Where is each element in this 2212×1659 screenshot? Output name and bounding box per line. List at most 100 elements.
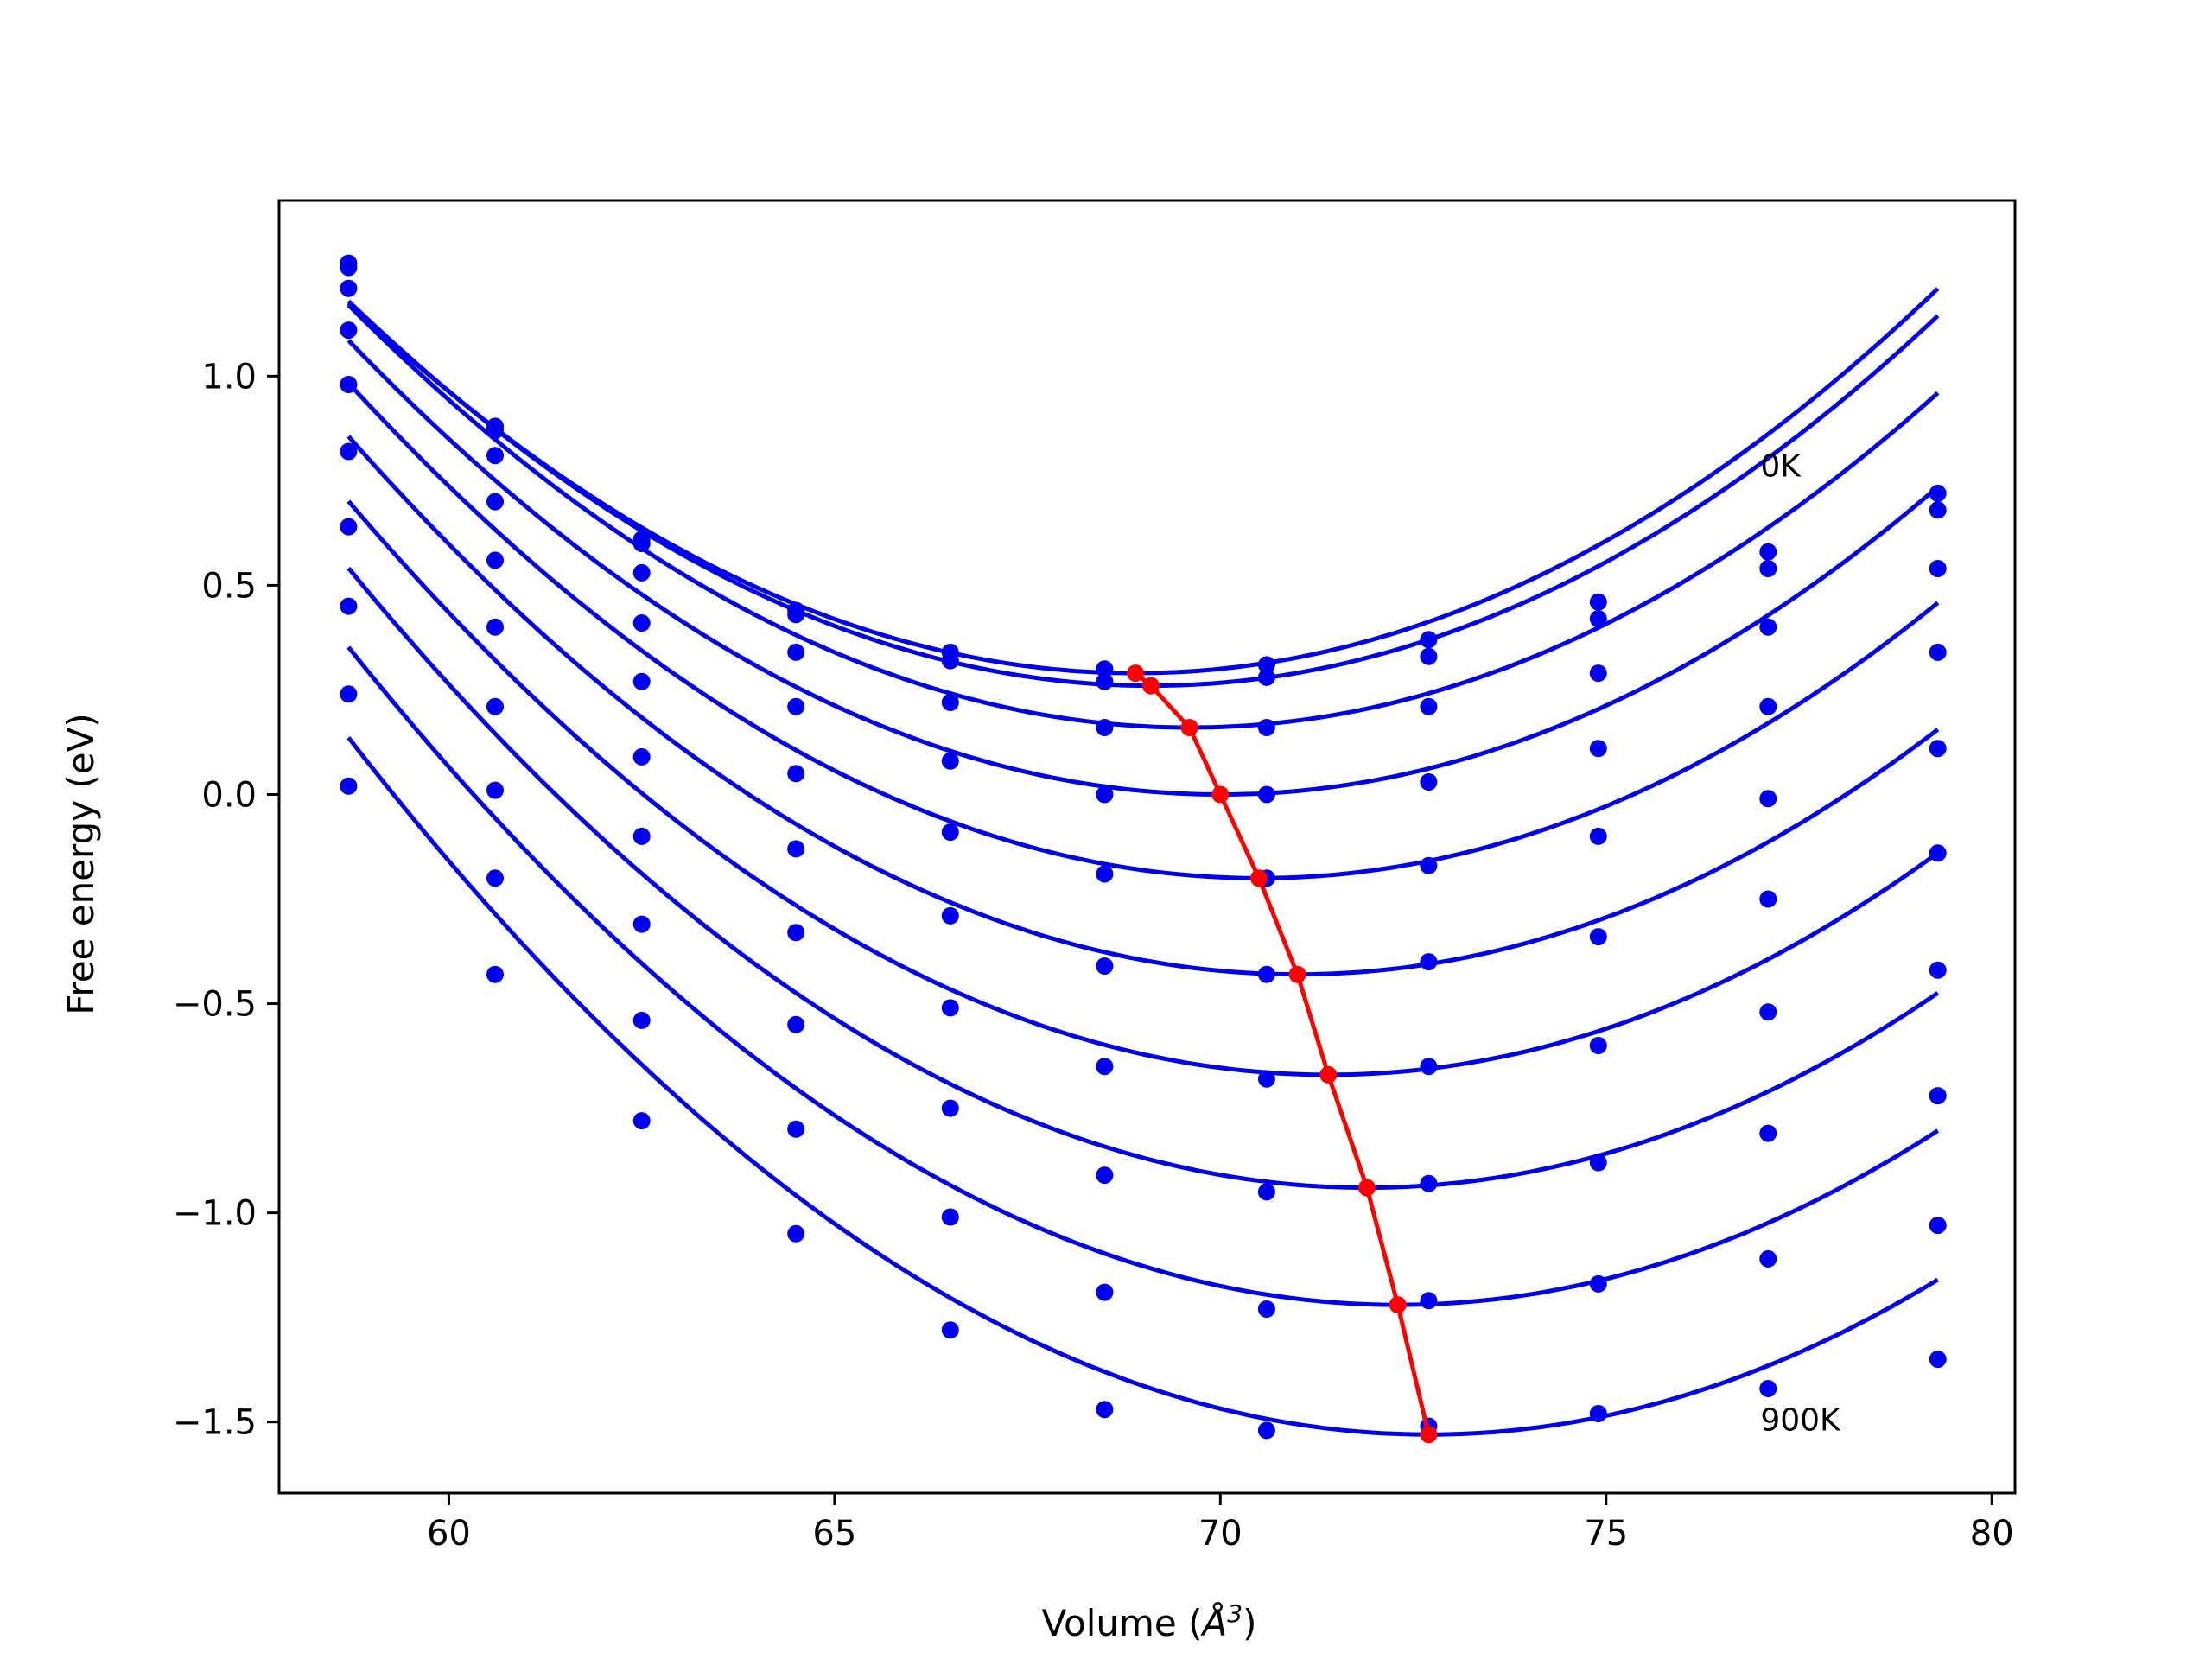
data-point-100K-9 — [1759, 560, 1777, 577]
data-point-0K-10 — [1929, 484, 1947, 502]
data-point-100K-7 — [1420, 647, 1438, 665]
data-point-100K-5 — [1096, 672, 1114, 690]
data-point-300K-3 — [787, 697, 805, 715]
data-point-800K-9 — [1759, 1249, 1777, 1268]
minimum-point-4 — [1250, 869, 1268, 887]
data-point-0K-8 — [1589, 593, 1607, 611]
y-tick-label-1: 0.5 — [201, 566, 257, 606]
minimum-point-0 — [1127, 664, 1145, 683]
minima-line-group — [1127, 664, 1438, 1444]
data-point-100K-1 — [486, 422, 504, 440]
y-axis-label: Free energy (eV) — [60, 713, 102, 1015]
minimum-point-6 — [1319, 1065, 1338, 1084]
x-axis-label-close: ) — [1243, 1602, 1256, 1644]
y-tick-label-5: −1.5 — [173, 1403, 257, 1443]
data-point-600K-8 — [1589, 1037, 1607, 1054]
data-point-500K-3 — [787, 840, 805, 858]
data-point-400K-2 — [632, 672, 651, 690]
data-point-200K-8 — [1589, 664, 1607, 683]
minimum-point-7 — [1358, 1179, 1376, 1197]
annotation-900k: 900K — [1760, 1402, 1841, 1438]
data-point-700K-0 — [340, 597, 358, 615]
data-point-200K-7 — [1420, 697, 1438, 715]
data-point-700K-2 — [632, 915, 651, 933]
data-point-200K-9 — [1759, 618, 1777, 636]
x-tick-label-0: 60 — [427, 1514, 471, 1554]
data-point-700K-9 — [1759, 1124, 1777, 1142]
data-point-800K-5 — [1096, 1283, 1114, 1301]
data-point-400K-9 — [1759, 790, 1777, 808]
data-point-200K-0 — [340, 279, 358, 297]
data-point-300K-6 — [1257, 785, 1275, 804]
annotations: 0K 900K — [1760, 449, 1841, 1439]
data-point-200K-6 — [1257, 719, 1275, 736]
data-point-900K-9 — [1759, 1380, 1777, 1397]
data-point-600K-7 — [1420, 1058, 1438, 1076]
data-point-400K-10 — [1929, 740, 1947, 758]
data-points — [340, 254, 1947, 1440]
data-point-400K-7 — [1420, 856, 1438, 874]
y-tick-label-0: 1.0 — [201, 357, 257, 397]
data-point-800K-4 — [941, 1208, 959, 1226]
data-point-900K-0 — [340, 777, 358, 795]
fit-curve-200K — [346, 303, 1940, 730]
data-point-700K-4 — [941, 1099, 959, 1117]
data-point-400K-1 — [486, 551, 504, 569]
fit-curve-0K — [346, 287, 1940, 676]
fit-curves — [346, 287, 1940, 1437]
data-point-600K-6 — [1257, 1070, 1275, 1088]
data-point-500K-1 — [486, 618, 504, 636]
data-point-600K-2 — [632, 827, 651, 845]
annotation-0k: 0K — [1760, 449, 1802, 485]
data-point-400K-4 — [941, 823, 959, 842]
data-point-300K-7 — [1420, 773, 1438, 791]
minimum-point-3 — [1211, 785, 1230, 804]
minima-line — [1134, 671, 1431, 1435]
data-point-700K-10 — [1929, 1087, 1947, 1105]
data-point-300K-4 — [941, 752, 959, 770]
minimum-point-5 — [1288, 965, 1306, 983]
data-point-0K-5 — [1096, 660, 1114, 678]
data-point-700K-3 — [787, 1015, 805, 1033]
data-point-600K-4 — [941, 999, 959, 1017]
axes: 60 65 70 75 80 1.0 0.5 0.0 −0.5 −1.0 −1.5 — [173, 199, 2017, 1554]
minimum-point-1 — [1142, 677, 1160, 695]
fit-curve-300K — [346, 339, 1940, 798]
fit-curve-500K — [346, 435, 1940, 977]
data-point-700K-1 — [486, 781, 504, 799]
data-point-300K-10 — [1929, 643, 1947, 661]
data-point-800K-2 — [632, 1011, 651, 1029]
data-point-600K-3 — [787, 924, 805, 942]
data-point-900K-8 — [1589, 1405, 1607, 1422]
data-point-500K-9 — [1759, 890, 1777, 908]
data-point-900K-1 — [486, 965, 504, 983]
data-point-400K-3 — [787, 765, 805, 783]
data-point-800K-6 — [1257, 1300, 1275, 1318]
data-point-800K-10 — [1929, 1217, 1947, 1235]
data-point-800K-1 — [486, 869, 504, 887]
data-point-200K-2 — [632, 563, 651, 582]
data-point-200K-3 — [787, 643, 805, 661]
data-point-500K-0 — [340, 442, 358, 461]
x-axis-label-superscript: 3 — [1227, 1599, 1243, 1628]
fit-curve-600K — [346, 499, 1940, 1077]
data-point-300K-9 — [1759, 697, 1777, 715]
data-point-500K-6 — [1257, 965, 1275, 983]
data-point-300K-0 — [340, 321, 358, 340]
data-point-500K-5 — [1096, 957, 1114, 975]
data-point-200K-5 — [1096, 719, 1114, 736]
x-tick-label-1: 65 — [812, 1514, 856, 1554]
data-point-500K-2 — [632, 747, 651, 766]
data-point-700K-8 — [1589, 1154, 1607, 1172]
data-point-200K-4 — [941, 694, 959, 711]
data-point-200K-10 — [1929, 560, 1947, 577]
data-point-100K-4 — [941, 652, 959, 670]
data-point-100K-0 — [340, 258, 358, 276]
data-point-500K-7 — [1420, 953, 1438, 971]
x-tick-label-2: 70 — [1198, 1514, 1243, 1554]
minimum-point-2 — [1180, 719, 1198, 736]
data-point-100K-6 — [1257, 668, 1275, 686]
data-point-900K-2 — [632, 1112, 651, 1130]
fit-curve-800K — [346, 645, 1940, 1307]
data-point-900K-3 — [787, 1224, 805, 1243]
